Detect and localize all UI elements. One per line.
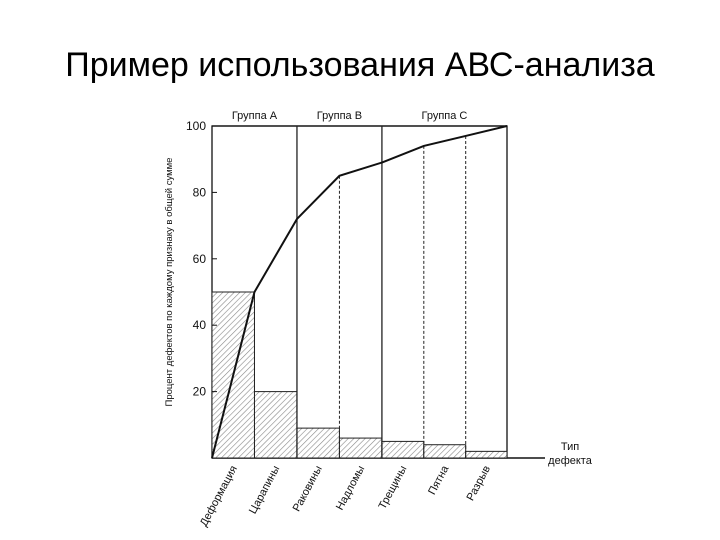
y-tick-label-40: 40 [193, 318, 207, 332]
group-label-1: Группа А [232, 110, 278, 122]
group-label-3: Группа С [422, 110, 468, 122]
category-label-5: Трещины [377, 464, 410, 512]
category-label-7: Разрыв [465, 464, 493, 503]
y-tick-label-80: 80 [193, 185, 207, 199]
bar-7 [465, 450, 508, 459]
x-axis-label-line1: Тип [561, 441, 579, 453]
bar-4 [338, 437, 383, 459]
bar-3 [296, 427, 340, 459]
slide-title: Пример использования АВС-анализа [65, 46, 655, 84]
group-label-2: Группа В [317, 110, 362, 122]
y-tick-label-20: 20 [193, 385, 207, 399]
y-tick-label-60: 60 [193, 252, 207, 266]
category-label-3: Раковины [291, 464, 325, 514]
category-label-1: Деформация [198, 464, 240, 529]
category-label-6: Пятна [426, 463, 452, 497]
bar-2 [253, 391, 298, 459]
x-axis-label-line2: дефекта [548, 455, 593, 467]
category-label-2: Царапины [247, 464, 282, 516]
y-axis-label: Процент дефектов по каждому признаку в о… [164, 158, 175, 407]
bar-6 [423, 444, 467, 459]
category-label-4: Надломы [334, 464, 367, 513]
y-tick-label-100: 100 [186, 119, 206, 133]
cumulative-line [211, 125, 508, 459]
bar-5 [381, 440, 425, 459]
